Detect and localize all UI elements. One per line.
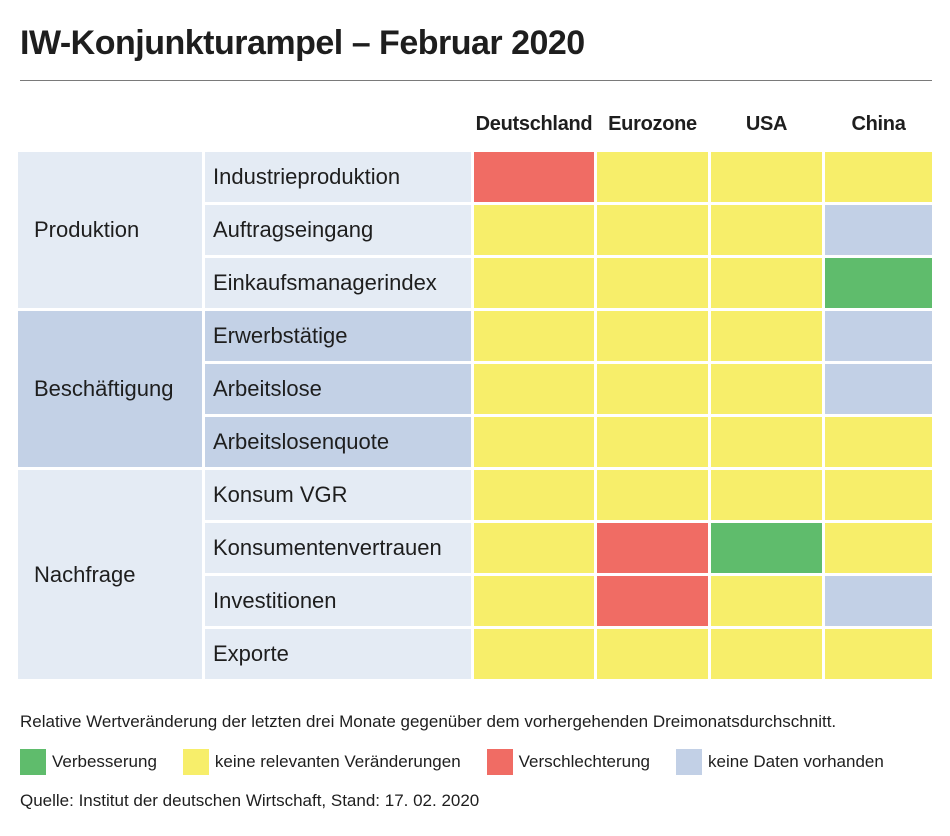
status-cell-yellow: [711, 258, 822, 308]
status-cell-green: [711, 523, 822, 573]
status-cell-yellow: [597, 470, 708, 520]
row-label: Einkaufsmanagerindex: [205, 258, 471, 308]
footnote: Relative Wertveränderung der letzten dre…: [20, 712, 837, 731]
status-cell-red: [597, 576, 708, 626]
status-cell-gray: [825, 576, 932, 626]
status-cell-red: [474, 152, 594, 202]
status-cell-yellow: [597, 258, 708, 308]
legend-swatch-red: [486, 749, 513, 775]
legend-label-deterioration: Verschlechterung: [518, 752, 651, 771]
group-label-0: Produktion: [18, 152, 202, 308]
status-cell-yellow: [825, 152, 932, 202]
status-cell-yellow: [474, 576, 594, 626]
row-label: Industrieproduktion: [205, 152, 471, 202]
legend-swatch-green: [20, 749, 46, 775]
status-cell-yellow: [474, 417, 594, 467]
status-cell-yellow: [474, 470, 594, 520]
status-cell-yellow: [711, 152, 822, 202]
row-label: Auftragseingang: [205, 205, 471, 255]
status-cell-yellow: [825, 470, 932, 520]
status-cell-yellow: [711, 417, 822, 467]
legend-item-no-change: keine relevanten Veränderungen: [182, 749, 461, 775]
column-header-usa: USA: [745, 113, 788, 135]
group-label-2: Nachfrage: [18, 470, 202, 679]
status-cell-red: [597, 523, 708, 573]
status-cell-yellow: [711, 629, 822, 679]
status-cell-yellow: [711, 470, 822, 520]
status-cell-yellow: [474, 523, 594, 573]
group-label-1: Beschäftigung: [18, 311, 202, 467]
row-label: Erwerbstätige: [205, 311, 471, 361]
status-cell-yellow: [474, 629, 594, 679]
column-header-eurozone: Eurozone: [608, 113, 697, 135]
status-cell-yellow: [597, 417, 708, 467]
status-cell-yellow: [474, 205, 594, 255]
status-cell-gray: [825, 205, 932, 255]
column-header-china: China: [851, 113, 906, 135]
status-cell-yellow: [597, 152, 708, 202]
row-label: Konsumentenvertrauen: [205, 523, 471, 573]
legend-swatch-yellow: [182, 749, 209, 775]
status-cell-yellow: [711, 205, 822, 255]
source-line: Quelle: Institut der deutschen Wirtschaf…: [20, 791, 480, 810]
legend-label-no-data: keine Daten vorhanden: [708, 752, 884, 771]
status-cell-yellow: [597, 311, 708, 361]
row-label: Investitionen: [205, 576, 471, 626]
title-divider: [20, 80, 932, 81]
row-label: Konsum VGR: [205, 470, 471, 520]
legend: Verbesserung keine relevanten Veränderun…: [20, 749, 910, 775]
status-cell-yellow: [711, 364, 822, 414]
status-cell-yellow: [474, 258, 594, 308]
status-cell-yellow: [825, 417, 932, 467]
legend-item-improvement: Verbesserung: [20, 749, 157, 775]
legend-item-no-data: keine Daten vorhanden: [676, 749, 884, 775]
legend-item-deterioration: Verschlechterung: [486, 749, 651, 775]
status-cell-yellow: [597, 629, 708, 679]
status-cell-yellow: [597, 364, 708, 414]
status-cell-gray: [825, 311, 932, 361]
status-cell-gray: [825, 364, 932, 414]
chart-title: IW-Konjunkturampel – Februar 2020: [20, 24, 585, 62]
status-cell-yellow: [825, 523, 932, 573]
legend-label-improvement: Verbesserung: [52, 752, 157, 771]
status-cell-yellow: [711, 311, 822, 361]
legend-label-no-change: keine relevanten Veränderungen: [214, 752, 461, 771]
row-label: Arbeitslosenquote: [205, 417, 471, 467]
status-cell-yellow: [474, 364, 594, 414]
row-label: Arbeitslose: [205, 364, 471, 414]
legend-swatch-gray: [676, 749, 703, 775]
status-cell-yellow: [474, 311, 594, 361]
status-cell-green: [825, 258, 932, 308]
row-label: Exporte: [205, 629, 471, 679]
status-cell-yellow: [597, 205, 708, 255]
status-cell-yellow: [711, 576, 822, 626]
status-cell-yellow: [825, 629, 932, 679]
column-header-deutschland: Deutschland: [475, 113, 593, 135]
